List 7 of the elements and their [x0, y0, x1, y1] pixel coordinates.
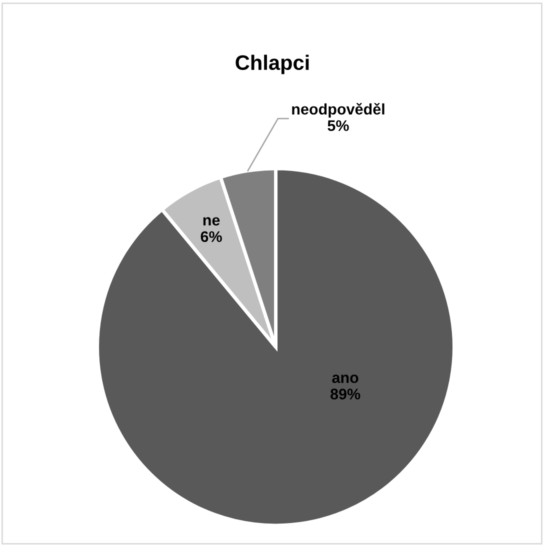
slice-label: ano — [332, 374, 358, 384]
data-label: 5% — [328, 120, 349, 132]
chart-title: Chlapci — [236, 54, 309, 74]
data-label: 6% — [200, 231, 222, 242]
slice-label: ne — [203, 217, 220, 226]
data-label: 89% — [330, 388, 360, 400]
slice-label: neodpověděl — [292, 103, 384, 118]
